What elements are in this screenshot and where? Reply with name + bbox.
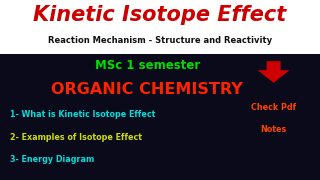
- Bar: [0, 54, 320, 180]
- Text: 2- Examples of Isotope Effect: 2- Examples of Isotope Effect: [10, 133, 141, 142]
- Text: Check Pdf: Check Pdf: [251, 103, 296, 112]
- Text: ORGANIC CHEMISTRY: ORGANIC CHEMISTRY: [51, 82, 243, 97]
- Text: 1- What is Kinetic Isotope Effect: 1- What is Kinetic Isotope Effect: [10, 110, 155, 119]
- Text: Kinetic Isotope Effect: Kinetic Isotope Effect: [33, 5, 287, 25]
- Text: Reaction Mechanism - Structure and Reactivity: Reaction Mechanism - Structure and React…: [48, 36, 272, 45]
- Text: MSc 1 semester: MSc 1 semester: [95, 59, 200, 72]
- Text: Notes: Notes: [260, 125, 287, 134]
- Bar: [0, 0, 320, 54]
- Polygon shape: [258, 61, 290, 83]
- Text: 3- Energy Diagram: 3- Energy Diagram: [10, 155, 94, 164]
